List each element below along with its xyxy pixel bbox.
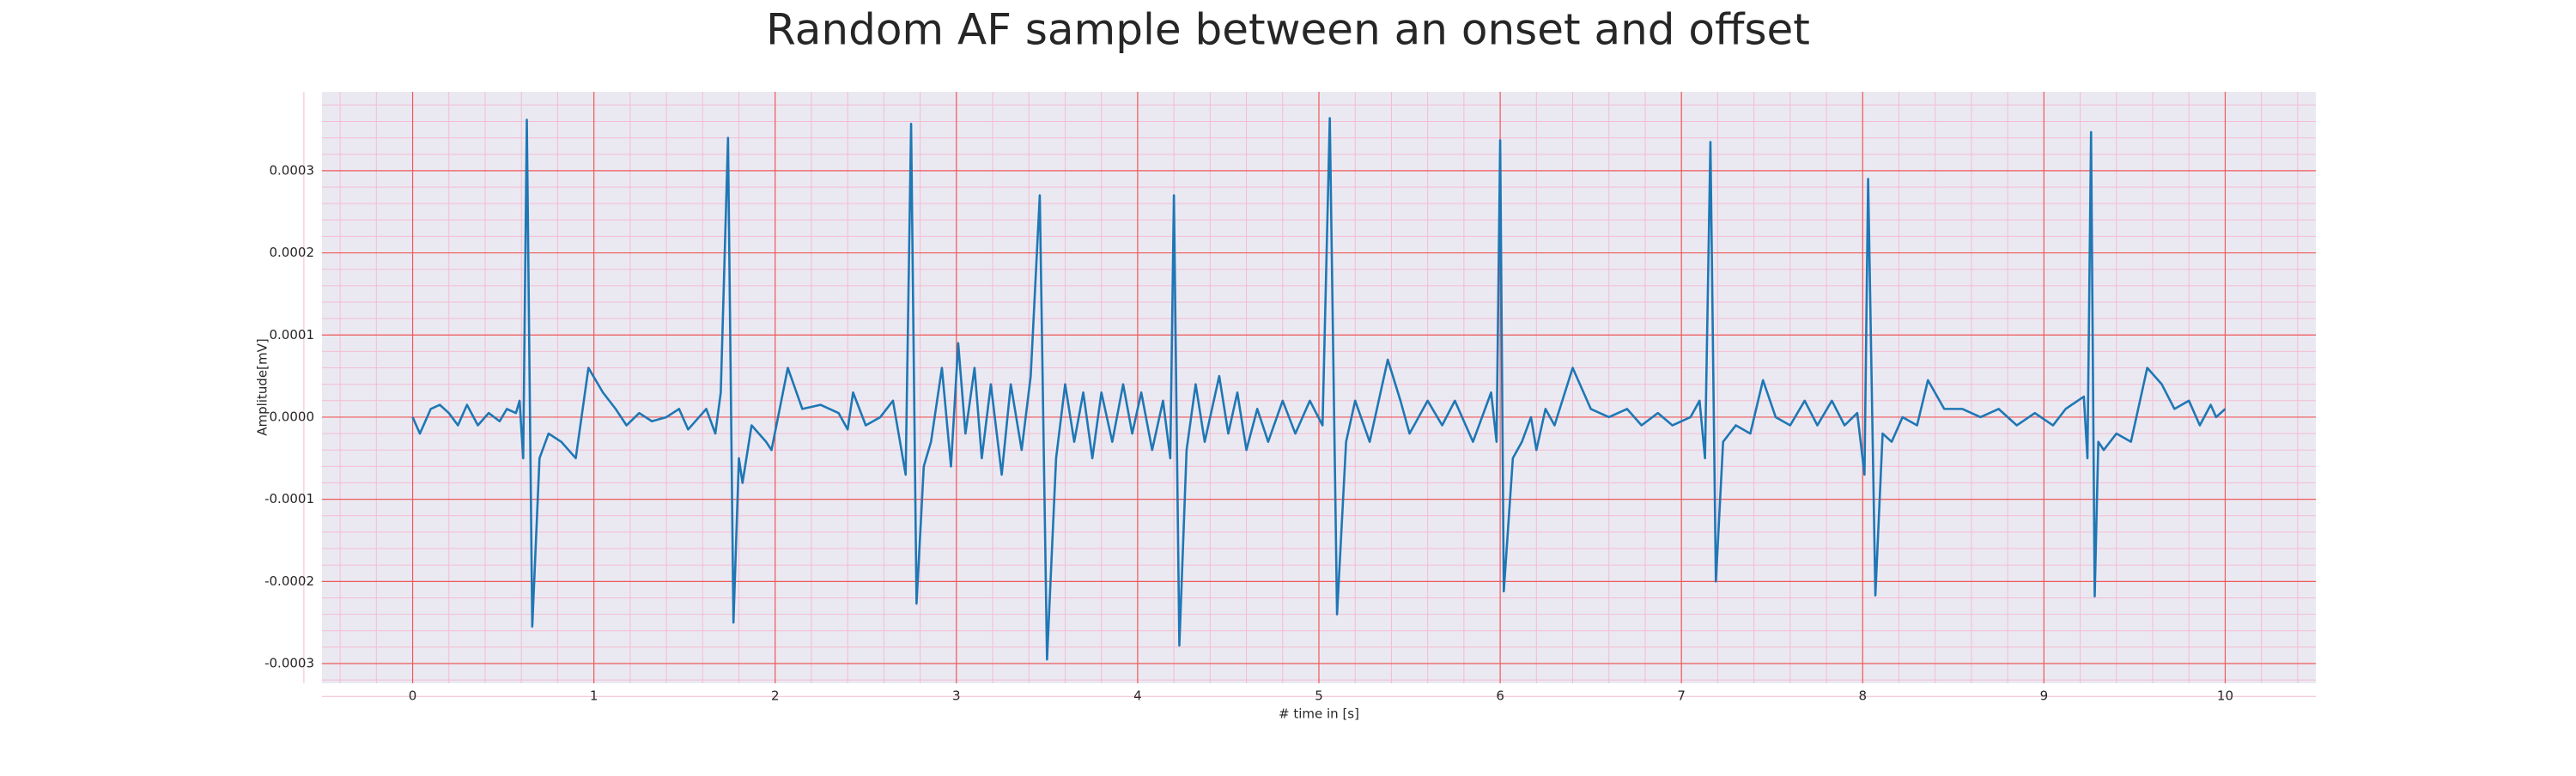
x-tick-label: 2 — [771, 688, 780, 704]
x-tick-label: 10 — [2217, 688, 2233, 704]
y-tick-label: 0.0001 — [270, 327, 315, 343]
y-tick-label: -0.0001 — [264, 491, 314, 506]
x-tick-label: 8 — [1858, 688, 1867, 704]
y-tick-label: 0.0000 — [270, 409, 315, 424]
x-tick-label: 4 — [1133, 688, 1142, 704]
x-tick-label: 6 — [1496, 688, 1504, 704]
x-tick-label: 3 — [952, 688, 961, 704]
x-tick-label: 7 — [1677, 688, 1686, 704]
x-tick-label: 5 — [1315, 688, 1323, 704]
y-axis-label: Amplitude[mV] — [255, 338, 270, 435]
x-tick-label: 9 — [2040, 688, 2049, 704]
y-tick-label: 0.0002 — [270, 245, 315, 260]
y-tick-label: -0.0003 — [264, 656, 314, 671]
signal-line — [411, 117, 2227, 661]
y-tick-label: -0.0002 — [264, 573, 314, 589]
y-tick-label: 0.0003 — [270, 162, 315, 178]
x-tick-label: 1 — [590, 688, 598, 704]
chart-title: Random AF sample between an onset and of… — [766, 5, 1810, 55]
x-axis-label: # time in [s] — [1279, 706, 1359, 722]
x-tick-label: 0 — [409, 688, 417, 704]
